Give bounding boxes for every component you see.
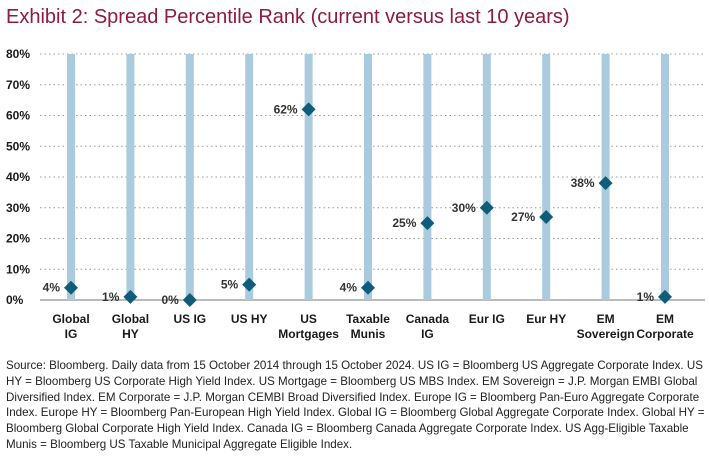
x-tick-label: US (300, 312, 317, 326)
data-point-diamond (301, 102, 316, 117)
data-label: 1% (637, 290, 655, 304)
y-tick-label: 60% (6, 109, 30, 123)
x-tick-label: Global (112, 312, 149, 326)
x-tick-label: Eur IG (469, 312, 505, 326)
data-labels: 4% 1% 0% 5% 62% 4% 25% 30% 27% 38% 1% (43, 102, 655, 307)
chart-title: Exhibit 2: Spread Percentile Rank (curre… (6, 6, 570, 28)
data-label: 30% (452, 201, 476, 215)
y-tick-label: 20% (6, 232, 30, 246)
data-point-diamond (479, 200, 494, 215)
data-point-diamond (361, 280, 375, 295)
range-bar (304, 54, 313, 300)
y-tick-label: 80% (6, 47, 30, 61)
range-bars (67, 54, 669, 300)
data-point-diamond (658, 289, 672, 304)
data-point-diamond (539, 209, 554, 224)
x-tick-label: Eur HY (526, 312, 566, 326)
data-point-diamond (598, 176, 613, 191)
y-tick-label: 50% (6, 139, 30, 153)
data-point-diamond (123, 289, 138, 304)
x-tick-label: Corporate (636, 327, 694, 341)
source-note: Source: Bloomberg. Daily data from 15 Oc… (6, 359, 705, 451)
data-points (64, 102, 672, 307)
x-tick-label: US HY (231, 312, 268, 326)
data-label: 38% (571, 176, 595, 190)
data-point-diamond (242, 277, 257, 292)
data-point-diamond (182, 293, 197, 307)
y-axis: 0% 10% 20% 30% 40% 50% 60% 70% 80% (6, 47, 30, 307)
data-label: 4% (340, 281, 358, 295)
data-label: 25% (392, 216, 416, 230)
spread-percentile-chart: 0%10%20%30%40%50%60%70%80% 4%1% 0%5%62%4%… (6, 47, 705, 341)
x-tick-label: Global (52, 312, 89, 326)
data-label: 0% (161, 293, 179, 307)
x-tick-label: HY (122, 327, 139, 341)
y-tick-label: 10% (6, 262, 30, 276)
data-label: 62% (274, 102, 298, 116)
x-tick-label: IG (421, 327, 434, 341)
range-bar (542, 54, 551, 300)
x-tick-label: EM (656, 312, 674, 326)
y-tick-label: 30% (6, 201, 30, 215)
x-tick-label: Mortgages (278, 327, 339, 341)
x-tick-label: Canada (406, 312, 450, 326)
gridlines (40, 53, 705, 301)
data-label: 5% (221, 278, 239, 292)
y-tick-label: 40% (6, 170, 30, 184)
x-tick-label: EM (597, 312, 615, 326)
range-bar (67, 54, 75, 300)
range-bar (126, 54, 135, 300)
range-bar (364, 54, 372, 300)
data-point-diamond (420, 216, 435, 231)
data-label: 4% (43, 281, 61, 295)
x-tick-label: Sovereign (577, 327, 635, 341)
data-label: 27% (511, 210, 535, 224)
x-tick-label: IG (65, 327, 78, 341)
x-tick-label: Munis (351, 327, 386, 341)
data-point-diamond (64, 280, 78, 295)
range-bar (185, 54, 194, 300)
range-bar (245, 54, 254, 300)
x-tick-label: US IG (173, 312, 206, 326)
data-label: 1% (102, 290, 120, 304)
range-bar (661, 54, 669, 300)
y-tick-label: 70% (6, 78, 30, 92)
x-tick-label: Taxable (346, 312, 390, 326)
range-bar (423, 54, 432, 300)
range-bar (482, 54, 491, 300)
y-tick-label: 0% (6, 293, 24, 307)
